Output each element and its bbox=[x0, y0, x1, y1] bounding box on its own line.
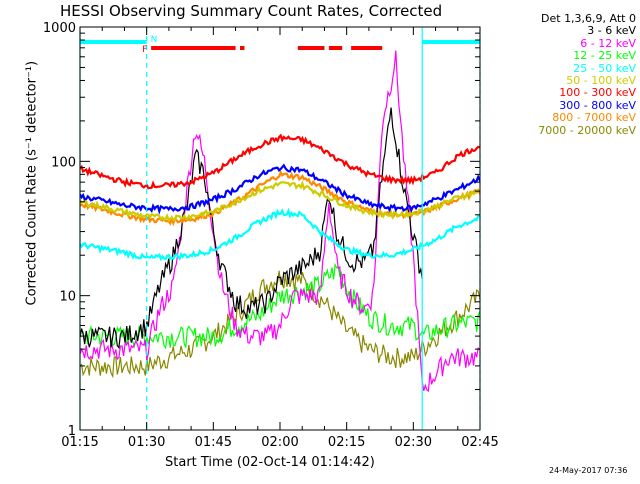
x-tick-label-3: 02:00 bbox=[261, 435, 298, 450]
x-tick-label-0: 01:15 bbox=[61, 435, 98, 450]
flare-bar-0 bbox=[151, 46, 236, 50]
series-group bbox=[80, 50, 480, 393]
legend-entry-6: 300 - 800 keV bbox=[559, 98, 636, 112]
night-bar-0 bbox=[80, 40, 147, 44]
x-tick-label-1: 01:30 bbox=[128, 435, 165, 450]
flare-bar-3 bbox=[328, 46, 343, 50]
legend-entry-4: 50 - 100 keV bbox=[566, 74, 636, 88]
series-line-1 bbox=[80, 50, 480, 393]
legend-header: Det 1,3,6,9, Att 0 bbox=[541, 12, 636, 25]
legend-entry-1: 6 - 12 keV bbox=[580, 36, 636, 50]
night-label: N bbox=[151, 35, 158, 45]
series-line-6 bbox=[80, 163, 480, 215]
legend-items: 3 - 6 keV 6 - 12 keV 12 - 25 keV 25 - 50 ke… bbox=[488, 24, 636, 137]
y-tick-label-3: 1000 bbox=[43, 21, 76, 36]
night-bar-1 bbox=[422, 40, 480, 44]
x-tick-label-6: 02:45 bbox=[461, 435, 498, 450]
x-axis-title: Start Time (02-Oct-14 01:14:42) bbox=[165, 455, 375, 470]
legend: Det 1,3,6,9, Att 0 3 - 6 keV 6 - 12 keV 12… bbox=[488, 12, 636, 137]
legend-entry-3: 25 - 50 keV bbox=[573, 61, 636, 75]
legend-entry-0: 3 - 6 keV bbox=[587, 24, 636, 38]
legend-entry-5: 100 - 300 keV bbox=[559, 86, 636, 100]
legend-entry-8: 7000 - 20000 keV bbox=[538, 123, 636, 137]
y-tick-label-2: 100 bbox=[51, 155, 76, 170]
series-line-3 bbox=[80, 207, 480, 262]
flare-bar-1 bbox=[240, 46, 245, 50]
y-tick-label-1: 10 bbox=[59, 290, 76, 305]
plot-layer bbox=[80, 50, 480, 393]
series-line-5 bbox=[80, 133, 480, 190]
x-tick-label-4: 02:15 bbox=[328, 435, 365, 450]
series-line-0 bbox=[80, 107, 423, 350]
series-line-4 bbox=[80, 180, 480, 223]
x-tick-label-2: 01:45 bbox=[195, 435, 232, 450]
axis-layer: 01:15 01:30 01:45 02:00 02:15 02:30 02:45 1 10 10… bbox=[43, 21, 499, 450]
flare-label: F bbox=[142, 45, 147, 55]
x-tick-label-5: 02:30 bbox=[395, 435, 432, 450]
date-stamp: 24-May-2017 07:36 bbox=[549, 466, 628, 475]
chart-title: HESSI Observing Summary Count Rates, Cor… bbox=[60, 2, 443, 20]
legend-entry-2: 12 - 25 keV bbox=[573, 49, 636, 63]
y-tick-label-0: 1 bbox=[68, 424, 76, 439]
flare-bar-4 bbox=[351, 46, 383, 50]
series-line-8 bbox=[80, 270, 480, 379]
y-axis-title: Corrected Count Rate (s⁻¹ detector⁻¹) bbox=[24, 60, 40, 306]
legend-entry-7: 800 - 7000 keV bbox=[552, 111, 636, 125]
flare-bar-2 bbox=[297, 46, 325, 50]
